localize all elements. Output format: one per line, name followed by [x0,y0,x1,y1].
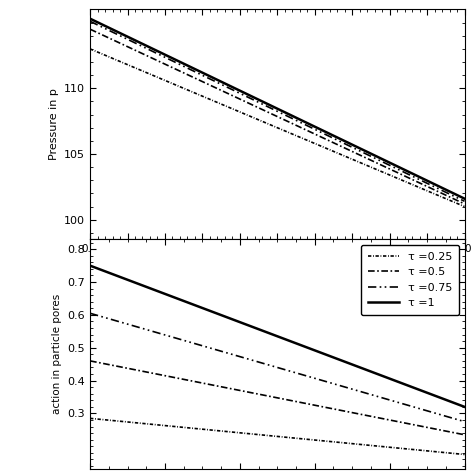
X-axis label: Dimensionless radius (r-R$_i$)/(R$_p$-R$_i$): Dimensionless radius (r-R$_i$)/(R$_p$-R$… [164,258,391,276]
Y-axis label: action in particle pores: action in particle pores [52,294,62,414]
Legend: τ =0.25, τ =0.5, τ =0.75, τ =1: τ =0.25, τ =0.5, τ =0.75, τ =1 [361,245,459,315]
Text: (a): (a) [269,321,286,334]
Y-axis label: Pressure in p: Pressure in p [49,89,59,160]
